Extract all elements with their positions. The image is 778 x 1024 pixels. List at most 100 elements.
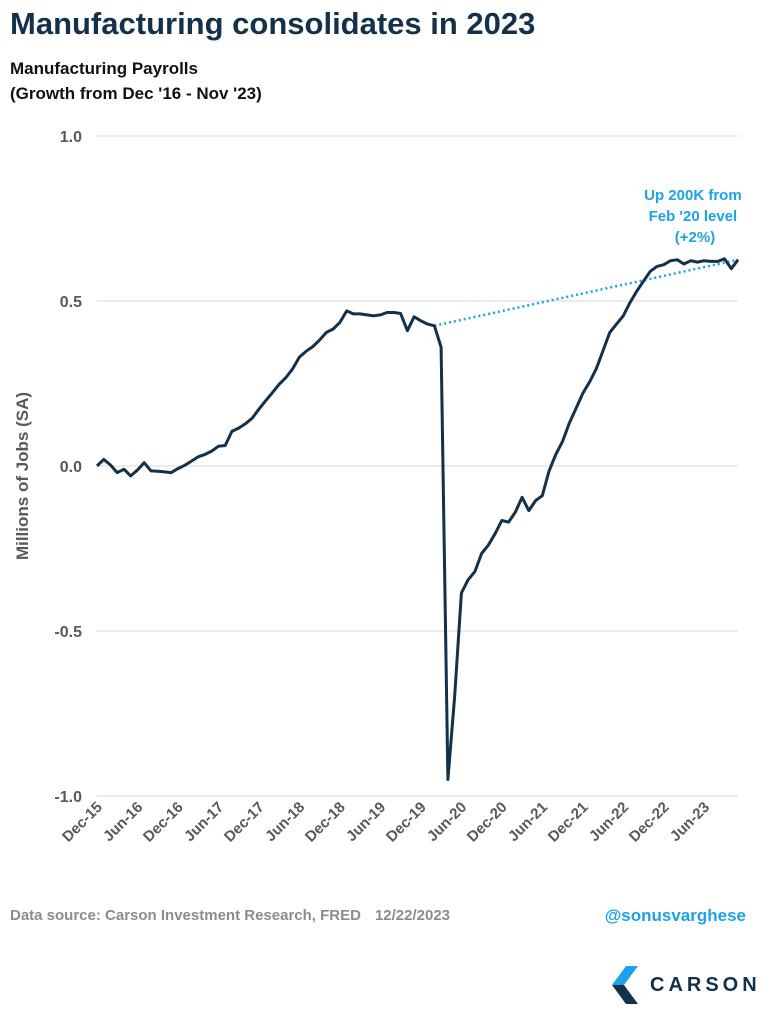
data-point [197, 456, 199, 458]
series-line [95, 257, 740, 781]
data-point [588, 381, 590, 383]
data-point [251, 417, 253, 419]
line-chart: 1.0 0.5 0.0 -0.5 -1.0 Dec-15Jun-16Dec-16Jun-… [13, 129, 746, 846]
data-point [291, 367, 293, 369]
data-point [237, 427, 239, 429]
data-point [642, 280, 644, 282]
x-tick-label: Jun-17 [181, 799, 227, 845]
data-point [582, 392, 584, 394]
data-point [480, 552, 482, 554]
data-point [534, 499, 536, 501]
data-point [555, 453, 557, 455]
data-point [123, 468, 125, 470]
data-point [609, 331, 611, 333]
data-point [271, 392, 273, 394]
data-point [494, 532, 496, 534]
source-text: Data source: Carson Investment Research,… [10, 907, 361, 924]
data-point [663, 264, 665, 266]
data-point [501, 519, 503, 521]
x-tick-label: Jun-19 [343, 799, 389, 845]
data-point [231, 430, 233, 432]
carson-logo-text: CARSON [650, 973, 761, 996]
chart-title: Manufacturing consolidates in 2023 [10, 6, 536, 41]
data-point [629, 301, 631, 303]
data-point [190, 460, 192, 462]
y-tick-label: 0.0 [60, 459, 82, 476]
data-point [211, 450, 213, 452]
data-point [696, 261, 698, 263]
data-points [96, 258, 739, 781]
x-tick-label: Dec-22 [626, 799, 673, 846]
x-tick-label: Dec-16 [140, 799, 187, 846]
subtitle-line-1: Manufacturing Payrolls [10, 59, 198, 78]
data-point [312, 345, 314, 347]
data-point [366, 314, 368, 316]
x-tick-label: Dec-17 [221, 799, 268, 846]
x-tick-label: Dec-21 [545, 799, 592, 846]
data-point [649, 270, 651, 272]
author-handle: @sonusvarghese [604, 906, 746, 925]
data-point [116, 471, 118, 473]
data-point [710, 260, 712, 262]
data-point [426, 323, 428, 325]
data-point [150, 470, 152, 472]
data-point [345, 310, 347, 312]
data-point [541, 495, 543, 497]
data-point [595, 367, 597, 369]
data-point [568, 422, 570, 424]
data-source-note: Data source: Carson Investment Research,… [10, 907, 450, 924]
data-point [406, 330, 408, 332]
x-tick-label: Jun-22 [586, 799, 632, 845]
data-point [703, 260, 705, 262]
x-tick-label: Dec-19 [383, 799, 430, 846]
data-point [96, 465, 98, 467]
data-point [636, 290, 638, 292]
data-point [717, 260, 719, 262]
trend-line [434, 258, 739, 327]
data-point [413, 316, 415, 318]
y-tick-label: 1.0 [60, 129, 82, 146]
data-point [130, 475, 132, 477]
data-point [163, 471, 165, 473]
data-point [602, 349, 604, 351]
data-point [676, 259, 678, 261]
data-point [521, 496, 523, 498]
data-point [318, 339, 320, 341]
data-point [683, 263, 685, 265]
data-point [379, 314, 381, 316]
data-point [332, 328, 334, 330]
data-point [548, 470, 550, 472]
data-point [561, 440, 563, 442]
x-tick-label: Dec-20 [464, 799, 511, 846]
data-point [157, 470, 159, 472]
data-point [575, 407, 577, 409]
data-point [177, 467, 179, 469]
x-tick-label: Jun-16 [100, 799, 146, 845]
data-point [359, 313, 361, 315]
subtitle-line-2: (Growth from Dec '16 - Nov '23) [10, 84, 262, 103]
data-point [528, 509, 530, 511]
data-point [440, 346, 442, 348]
annotation-line-3: (+2%) [675, 229, 715, 246]
data-point [467, 579, 469, 581]
y-tick-label: 0.5 [60, 294, 82, 311]
data-point [184, 464, 186, 466]
data-point [298, 356, 300, 358]
data-point [453, 696, 455, 698]
data-point [474, 570, 476, 572]
annotation-text: Up 200K from Feb '20 level (+2%) [644, 187, 746, 246]
data-point [217, 445, 219, 447]
data-point [447, 778, 449, 780]
data-point [433, 325, 435, 327]
y-axis-ticks: 1.0 0.5 0.0 -0.5 -1.0 [54, 129, 82, 806]
data-point [170, 471, 172, 473]
annotation-line-2: Feb '20 level [649, 208, 738, 225]
y-tick-label: -0.5 [54, 624, 82, 641]
data-point [136, 469, 138, 471]
data-point [224, 444, 226, 446]
x-tick-label: Dec-18 [302, 799, 349, 846]
data-point [615, 323, 617, 325]
carson-logo: CARSON [612, 966, 761, 1004]
data-point [669, 260, 671, 262]
data-point [204, 453, 206, 455]
